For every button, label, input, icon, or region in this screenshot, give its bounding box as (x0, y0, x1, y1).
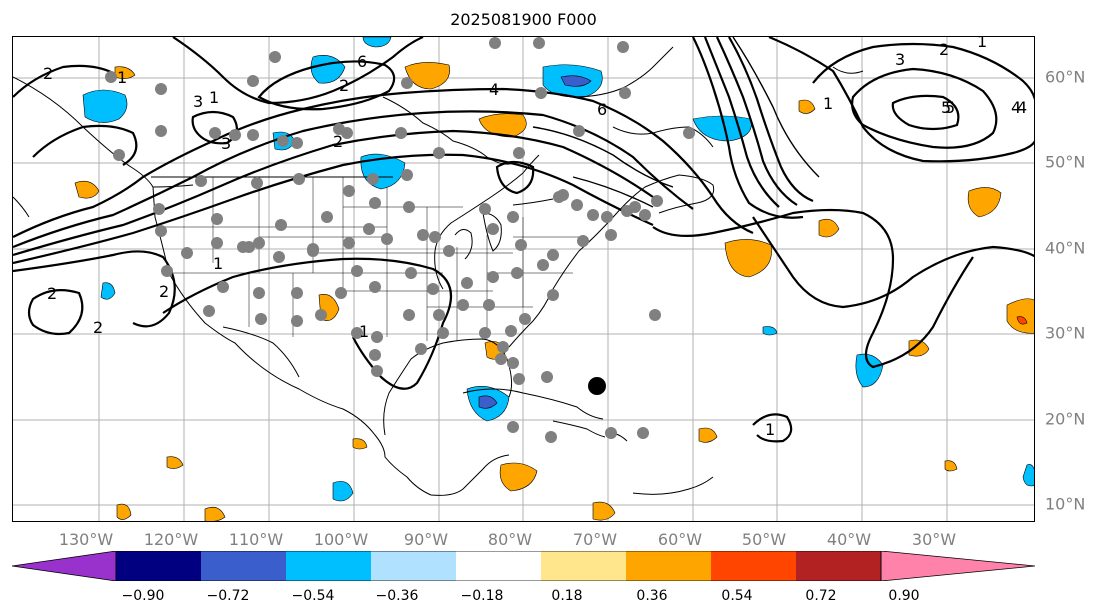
colorbar-segment (12, 551, 117, 581)
colorbar-segment (371, 551, 456, 581)
weather-map: 1 2 3 4 5 6 2 3 4 6 2 1 3 5 4 2 1 2 2 1 … (13, 37, 1034, 521)
lon-label: 30°W (911, 530, 957, 549)
storm-center-marker (588, 377, 606, 395)
contour-label: 2 (47, 284, 57, 303)
contour-label-group: 1 2 3 4 5 6 2 3 4 6 2 1 3 5 4 2 1 2 2 1 … (43, 37, 1027, 439)
colorbar-segment (796, 551, 881, 581)
contour-label: 2 (339, 76, 349, 95)
anomaly-fills (74, 37, 1034, 521)
contour-label: 2 (333, 132, 343, 151)
colorbar-tick-label: −0.36 (375, 588, 419, 604)
lon-label: 100°W (313, 530, 369, 549)
lon-label: 40°W (826, 530, 872, 549)
contour-label: 5 (941, 98, 951, 117)
lon-label: 80°W (487, 530, 533, 549)
contour-label: 1 (977, 37, 987, 51)
contour-label: 1 (823, 94, 833, 113)
contour-label: 1 (359, 322, 369, 341)
contour-label: 1 (209, 88, 219, 107)
contour-label: 2 (43, 64, 53, 83)
contour-label: 2 (939, 40, 949, 59)
contour-label: 1 (213, 254, 223, 273)
lon-label: 60°W (657, 530, 703, 549)
colorbar-tick-label: 0.90 (888, 588, 920, 604)
colorbar-tick-label: 0.54 (721, 588, 753, 604)
colorbar-tick-label: 0.18 (551, 588, 583, 604)
map-panel: 1 2 3 4 5 6 2 3 4 6 2 1 3 5 4 2 1 2 2 1 … (12, 36, 1035, 522)
colorbar-tick-label: −0.18 (460, 588, 504, 604)
contour-label: 4 (489, 80, 499, 99)
colorbar-segment (880, 551, 1035, 581)
contour-label: 3 (193, 92, 203, 111)
contour-label: 5 (945, 98, 955, 117)
contour-label: 3 (221, 134, 231, 153)
colorbar (12, 551, 1035, 581)
contour-label: 4 (1011, 98, 1021, 117)
lon-label: 90°W (403, 530, 449, 549)
contour-label: 4 (1017, 98, 1027, 117)
lat-label: 20°N (1045, 409, 1086, 429)
contour-label: 2 (159, 282, 169, 301)
lat-label: 40°N (1045, 238, 1086, 258)
lon-label: 110°W (228, 530, 284, 549)
lat-label: 10°N (1045, 494, 1086, 514)
contour-label: 3 (895, 50, 905, 69)
lat-label: 60°N (1045, 67, 1086, 87)
map-title: 2025081900 F000 (450, 10, 597, 29)
colorbar-segment (286, 551, 371, 581)
colorbar-segment (456, 551, 541, 581)
colorbar-segment (116, 551, 201, 581)
contour-label: 1 (117, 68, 127, 87)
lon-label: 50°W (741, 530, 787, 549)
graticule (13, 37, 1034, 521)
colorbar-tick-label: −0.90 (121, 588, 165, 604)
minor-contours (532, 37, 820, 208)
contour-label: 6 (357, 52, 367, 71)
colorbar-segment (711, 551, 796, 581)
colorbar-tick-label: 0.36 (636, 588, 668, 604)
colorbar-segment (201, 551, 286, 581)
colorbar-tick-label: −0.54 (291, 588, 335, 604)
lat-label: 30°N (1045, 323, 1086, 343)
lon-label: 70°W (572, 530, 618, 549)
lon-label: 120°W (143, 530, 199, 549)
colorbar-segment (541, 551, 626, 581)
contour-label: 1 (765, 420, 775, 439)
contour-label: 2 (93, 318, 103, 337)
lat-label: 50°N (1045, 152, 1086, 172)
height-contours (13, 37, 1034, 443)
colorbar-segment (626, 551, 711, 581)
station-markers (105, 37, 695, 443)
colorbar-tick-label: 0.72 (805, 588, 837, 604)
colorbar-tick-label: −0.72 (206, 588, 250, 604)
contour-label: 6 (597, 100, 607, 119)
lon-label: 130°W (58, 530, 114, 549)
